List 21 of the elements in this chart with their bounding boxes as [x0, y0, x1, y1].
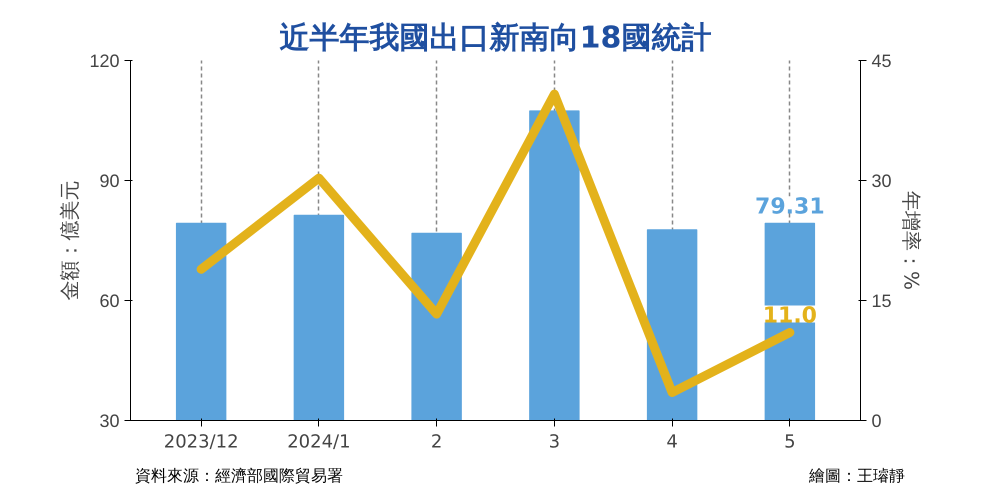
y2-tick-label: 30: [872, 171, 892, 191]
y-tick-label: 60: [99, 291, 120, 311]
data-label: 79.31: [755, 194, 825, 220]
y2-tick-label: 45: [872, 51, 892, 71]
text: 繪圖：王璿靜: [809, 465, 905, 487]
x-tick-label: 3: [548, 432, 560, 452]
x-tick-label: 4: [666, 432, 678, 452]
data-label: 11.0: [762, 304, 817, 328]
chart-title: 近半年我國出口新南向18國統計: [280, 20, 712, 56]
y2-tick-label: 15: [872, 291, 892, 311]
x-tick-label: 2024/1: [287, 432, 351, 452]
y-tick-label: 30: [99, 411, 120, 431]
y-tick-label: 120: [89, 51, 120, 71]
source-note: 資料來源：經濟部國際貿易署: [135, 465, 343, 487]
y2-tick-label: 0: [872, 411, 882, 431]
x-tick-label: 5: [784, 432, 796, 452]
y-tick-label: 90: [99, 171, 120, 191]
y2-axis-title: 年增率：%: [900, 191, 924, 290]
x-tick-label: 2023/12: [164, 432, 239, 452]
x-tick-label: 2: [430, 432, 442, 452]
y-axis-title: 金額：億美元: [57, 180, 82, 300]
